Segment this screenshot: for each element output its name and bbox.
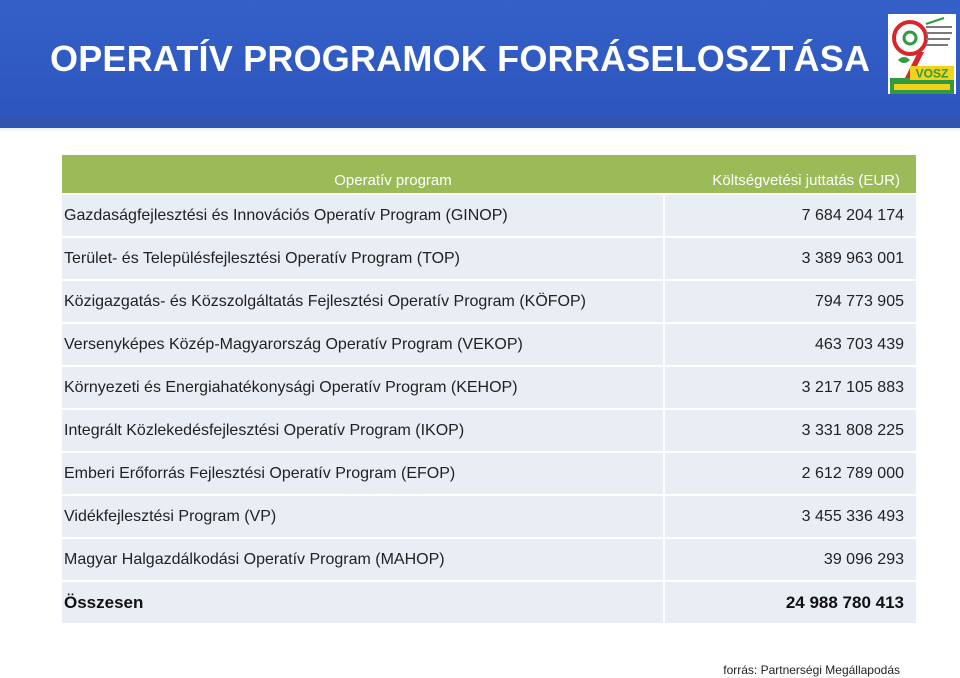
program-amount: 3 389 963 001 xyxy=(663,236,916,280)
table-row: Terület- és Településfejlesztési Operatí… xyxy=(62,236,916,280)
table-row: Környezeti és Energiahatékonysági Operat… xyxy=(62,365,916,409)
program-amount: 2 612 789 000 xyxy=(663,451,916,495)
funding-table: Operatív program Költségvetési juttatás … xyxy=(62,155,916,623)
total-label: Összesen xyxy=(62,580,664,623)
program-amount: 3 331 808 225 xyxy=(663,408,916,452)
total-amount: 24 988 780 413 xyxy=(663,580,916,623)
program-name: Terület- és Településfejlesztési Operatí… xyxy=(62,236,664,280)
program-name: Környezeti és Energiahatékonysági Operat… xyxy=(62,365,664,409)
program-amount: 463 703 439 xyxy=(663,322,916,366)
header-amount: Költségvetési juttatás (EUR) xyxy=(664,155,916,194)
program-name: Gazdaságfejlesztési és Innovációs Operat… xyxy=(62,193,664,237)
source-note: forrás: Partnerségi Megállapodás xyxy=(723,663,900,677)
program-amount: 794 773 905 xyxy=(663,279,916,323)
program-amount: 39 096 293 xyxy=(663,537,916,581)
program-amount: 3 217 105 883 xyxy=(663,365,916,409)
program-name: Közigazgatás- és Közszolgáltatás Fejlesz… xyxy=(62,279,664,323)
table-row: Vidékfejlesztési Program (VP) 3 455 336 … xyxy=(62,494,916,538)
table-row: Közigazgatás- és Közszolgáltatás Fejlesz… xyxy=(62,279,916,323)
table-row: Emberi Erőforrás Fejlesztési Operatív Pr… xyxy=(62,451,916,495)
page-title: OPERATÍV PROGRAMOK FORRÁSELOSZTÁSA xyxy=(50,38,871,79)
total-row: Összesen 24 988 780 413 xyxy=(62,580,916,623)
program-name: Versenyképes Közép-Magyarország Operatív… xyxy=(62,322,664,366)
vosz-logo: VOSZ xyxy=(888,14,956,94)
table-row: Gazdaságfejlesztési és Innovációs Operat… xyxy=(62,193,916,237)
header-program: Operatív program xyxy=(62,155,664,194)
table-row: Magyar Halgazdálkodási Operatív Program … xyxy=(62,537,916,581)
program-name: Emberi Erőforrás Fejlesztési Operatív Pr… xyxy=(62,451,664,495)
program-name: Integrált Közlekedésfejlesztési Operatív… xyxy=(62,408,664,452)
table-header-row: Operatív program Költségvetési juttatás … xyxy=(62,155,916,194)
program-amount: 7 684 204 174 xyxy=(663,193,916,237)
program-name: Vidékfejlesztési Program (VP) xyxy=(62,494,664,538)
logo-text: VOSZ xyxy=(916,67,949,81)
title-banner xyxy=(0,0,960,128)
program-name: Magyar Halgazdálkodási Operatív Program … xyxy=(62,537,664,581)
table-row: Versenyképes Közép-Magyarország Operatív… xyxy=(62,322,916,366)
program-amount: 3 455 336 493 xyxy=(663,494,916,538)
banner-shadow xyxy=(0,118,960,132)
table-row: Integrált Közlekedésfejlesztési Operatív… xyxy=(62,408,916,452)
